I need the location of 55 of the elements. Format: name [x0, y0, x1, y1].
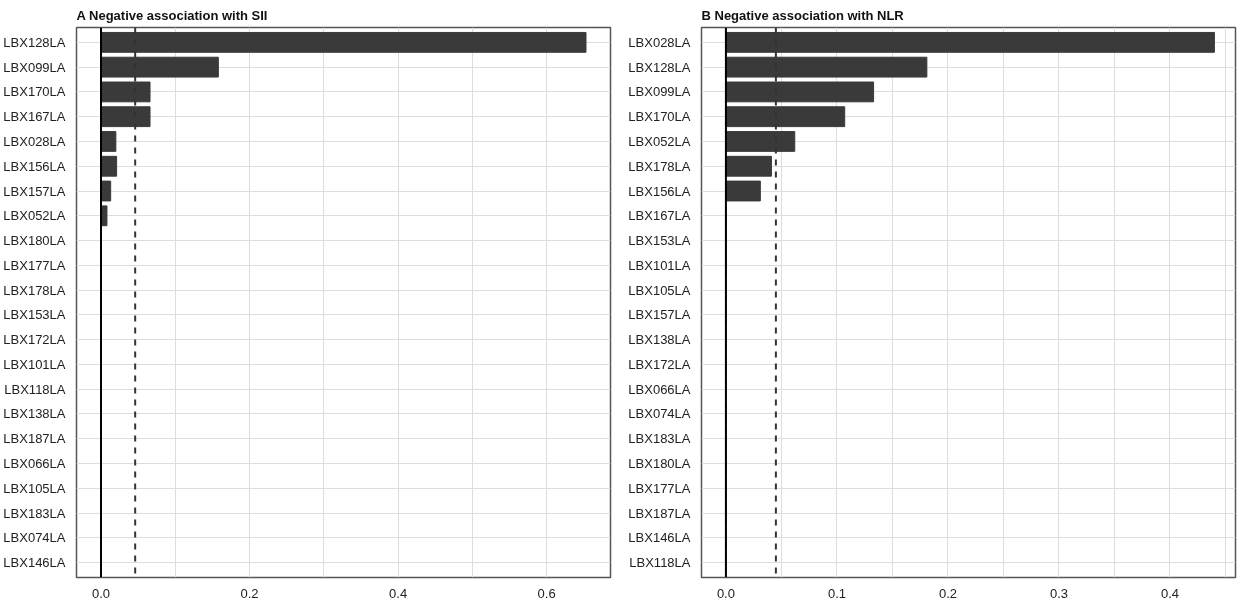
y-tick-label: LBX180LA	[3, 233, 66, 249]
x-tick-label: 0.0	[91, 585, 111, 601]
y-tick-label: LBX177LA	[3, 257, 66, 273]
y-tick-label: LBX170LA	[628, 109, 691, 125]
y-tick-label: LBX074LA	[3, 530, 66, 546]
y-tick-label: LBX157LA	[3, 183, 66, 199]
x-tick-label: 0.4	[389, 585, 408, 601]
x-tick-label: 0.4	[1160, 585, 1180, 601]
y-tick-label: LBX052LA	[628, 133, 691, 149]
y-tick-label: LBX099LA	[628, 84, 691, 100]
y-tick-label: LBX052LA	[3, 208, 66, 224]
y-tick-label: LBX066LA	[628, 381, 691, 397]
y-tick-label: LBX105LA	[628, 282, 691, 298]
y-tick-label: LBX146LA	[628, 530, 691, 546]
x-tick-label: 0.3	[1049, 585, 1069, 601]
y-tick-label: LBX066LA	[3, 456, 66, 472]
y-tick-label: LBX178LA	[628, 158, 691, 174]
y-tick-label: LBX074LA	[628, 406, 691, 422]
y-tick-label: LBX157LA	[628, 307, 691, 323]
y-tick-label: LBX105LA	[3, 480, 66, 496]
y-tick-label: LBX156LA	[3, 158, 66, 174]
y-tick-label: LBX101LA	[628, 257, 691, 273]
y-tick-label: LBX167LA	[628, 208, 691, 224]
y-tick-label: LBX187LA	[628, 505, 691, 521]
y-tick-label: LBX153LA	[3, 307, 66, 323]
y-tick-label: LBX118LA	[4, 381, 66, 397]
y-tick-label: LBX183LA	[3, 505, 66, 521]
x-tick-label: 0.6	[537, 585, 556, 601]
chart-title: B Negative association with NLR	[701, 7, 905, 23]
y-tick-label: LBX128LA	[3, 34, 66, 50]
y-tick-label: LBX138LA	[3, 406, 66, 422]
y-tick-label: LBX183LA	[628, 431, 691, 447]
y-tick-label: LBX028LA	[628, 34, 691, 50]
y-tick-label: LBX172LA	[3, 332, 66, 348]
x-tick-label: 0.1	[827, 585, 846, 601]
y-tick-label: LBX178LA	[3, 282, 66, 298]
x-tick-label: 0.0	[716, 585, 735, 601]
y-tick-label: LBX028LA	[3, 133, 66, 149]
x-tick-label: 0.2	[240, 585, 259, 601]
y-tick-label: LBX138LA	[628, 332, 691, 348]
y-tick-label: LBX170LA	[3, 84, 66, 100]
y-tick-label: LBX099LA	[3, 59, 66, 75]
y-tick-label: LBX177LA	[628, 480, 691, 496]
y-tick-label: LBX118LA	[629, 555, 691, 571]
y-tick-label: LBX187LA	[3, 431, 66, 447]
chart-title: A Negative association with SII	[76, 7, 268, 23]
y-tick-label: LBX156LA	[628, 183, 691, 199]
y-tick-label: LBX101LA	[3, 356, 66, 372]
y-tick-label: LBX180LA	[628, 456, 691, 472]
x-tick-label: 0.2	[938, 585, 957, 601]
y-tick-label: LBX146LA	[3, 555, 66, 571]
y-tick-label: LBX153LA	[628, 233, 691, 249]
y-tick-label: LBX167LA	[3, 109, 66, 125]
y-tick-label: LBX172LA	[628, 356, 691, 372]
y-tick-label: LBX128LA	[628, 59, 691, 75]
